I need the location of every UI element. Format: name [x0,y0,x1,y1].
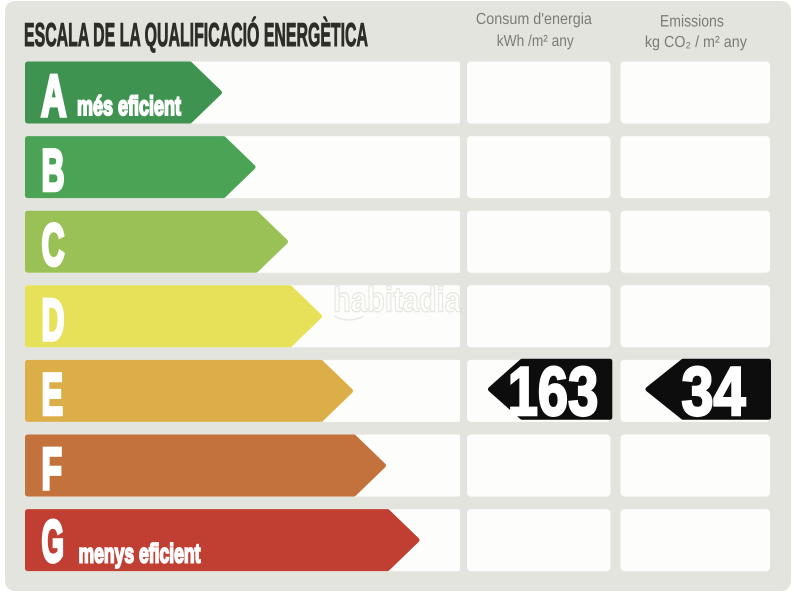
svg-text:34: 34 [682,353,746,430]
svg-text:habitadia: habitadia [333,281,461,320]
svg-text:D: D [42,287,65,353]
svg-text:G: G [42,508,65,574]
svg-text:Consum d'energia: Consum d'energia [476,11,592,28]
svg-text:Emissions: Emissions [660,12,724,30]
svg-text:A: A [41,63,67,129]
svg-text:E: E [42,361,64,427]
svg-text:163: 163 [508,353,599,430]
svg-text:kWh /m² any: kWh /m² any [497,33,574,50]
svg-text:ESCALA DE LA QUALIFICACIÓ ENER: ESCALA DE LA QUALIFICACIÓ ENERGÈTICA [24,16,368,53]
svg-text:B: B [42,138,65,204]
svg-text:kg CO₂ / m² any: kg CO₂ / m² any [645,34,747,51]
svg-text:F: F [42,436,63,502]
svg-text:C: C [42,212,65,278]
svg-text:menys eficient: menys eficient [79,538,201,568]
svg-text:més eficient: més eficient [77,91,181,121]
